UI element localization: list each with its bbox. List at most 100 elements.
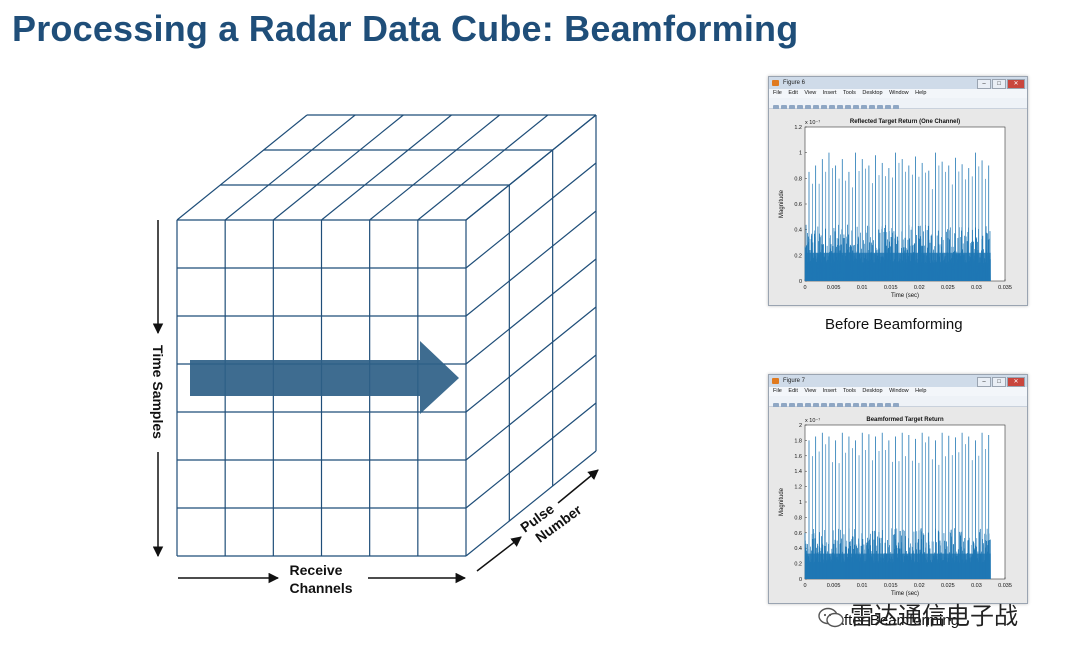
rotate-icon[interactable]	[837, 403, 843, 409]
open-icon[interactable]	[781, 403, 787, 409]
menu-tools[interactable]: Tools	[842, 90, 856, 96]
datacursor-icon[interactable]	[845, 403, 851, 409]
plot-title: Reflected Target Return (One Channel)	[850, 119, 960, 125]
y-tick-label: 0.6	[794, 202, 802, 208]
minimize-button[interactable]: –	[977, 377, 991, 387]
y-tick-label: 0.2	[794, 562, 802, 568]
x-tick-label: 0.03	[971, 285, 982, 291]
top-depth-line	[224, 114, 356, 221]
legend-icon[interactable]	[877, 105, 883, 111]
x-tick-label: 0.01	[857, 285, 868, 291]
menu-help[interactable]: Help	[915, 388, 927, 394]
y-tick-label: 1.2	[794, 485, 802, 491]
watermark-text: 雷达通信电子战	[850, 603, 1018, 630]
hide-tools-icon[interactable]	[885, 403, 891, 409]
exponent-label: x 10⁻⁷	[805, 119, 820, 126]
receive-channels-label-line1: Receive	[290, 562, 343, 578]
zoom-in-icon[interactable]	[813, 403, 819, 409]
pan-icon[interactable]	[829, 403, 835, 409]
y-tick-label: 0.8	[794, 176, 802, 182]
right-depth-line	[465, 306, 597, 413]
print-icon[interactable]	[797, 403, 803, 409]
menu-desktop[interactable]: Desktop	[862, 388, 883, 394]
beamforming-arrow	[190, 341, 459, 414]
figure-window-after: Figure 7 – □ ✕ File Edit View Insert Tools…	[768, 374, 1028, 604]
x-tick-label: 0.005	[827, 285, 841, 291]
menu-window[interactable]: Window	[889, 90, 909, 96]
show-tools-icon[interactable]	[893, 403, 899, 409]
maximize-button[interactable]: □	[992, 79, 1006, 89]
signal-noise-band	[805, 252, 991, 281]
maximize-button[interactable]: □	[992, 377, 1006, 387]
x-tick-label: 0.035	[998, 583, 1012, 589]
open-icon[interactable]	[781, 105, 787, 111]
figure-toolbar	[769, 98, 1027, 111]
link-icon[interactable]	[861, 403, 867, 409]
y-tick-label: 0	[799, 279, 802, 285]
zoom-out-icon[interactable]	[821, 105, 827, 111]
y-tick-label: 1.6	[794, 454, 802, 460]
window-titlebar: Figure 7 – □ ✕	[769, 375, 1027, 387]
pulse-axis-arrow-left	[476, 536, 522, 572]
radar-data-cube-diagram: Time Samples Receive Channels Pulse Numb…	[150, 114, 599, 596]
after-beamforming-plot: Beamformed Target Return x 10⁻⁷ 0 0.2 0.4 0.6…	[769, 407, 1027, 603]
right-depth-line	[465, 162, 597, 269]
x-tick-label: 0.015	[884, 583, 898, 589]
pointer-icon[interactable]	[805, 403, 811, 409]
right-depth-line	[465, 210, 597, 317]
top-depth-line	[369, 114, 501, 221]
zoom-in-icon[interactable]	[813, 105, 819, 111]
menu-file[interactable]: File	[773, 90, 782, 96]
show-tools-icon[interactable]	[893, 105, 899, 111]
plot-area: Reflected Target Return (One Channel) x 1…	[769, 109, 1027, 305]
menu-edit[interactable]: Edit	[788, 90, 798, 96]
menu-view[interactable]: View	[804, 90, 817, 96]
brush-icon[interactable]	[853, 105, 859, 111]
datacursor-icon[interactable]	[845, 105, 851, 111]
menu-tools[interactable]: Tools	[842, 388, 856, 394]
close-button[interactable]: ✕	[1007, 377, 1025, 387]
axis-arrows	[152, 220, 599, 584]
pan-icon[interactable]	[829, 105, 835, 111]
minimize-button[interactable]: –	[977, 79, 991, 89]
figure-window-before: Figure 6 – □ ✕ File Edit View Insert Tools…	[768, 76, 1028, 306]
right-depth-line	[465, 402, 597, 509]
beamforming-direction-arrow	[190, 341, 459, 414]
top-depth-line	[417, 114, 549, 221]
zoom-out-icon[interactable]	[821, 403, 827, 409]
x-tick-label: 0.02	[914, 583, 925, 589]
window-titlebar: Figure 6 – □ ✕	[769, 77, 1027, 89]
close-button[interactable]: ✕	[1007, 79, 1025, 89]
right-depth-line	[465, 114, 597, 221]
y-tick-label: 0.8	[794, 515, 802, 521]
y-tick-label: 1.4	[794, 469, 802, 475]
menu-window[interactable]: Window	[889, 388, 909, 394]
menu-insert[interactable]: Insert	[822, 388, 837, 394]
new-figure-icon[interactable]	[773, 403, 779, 409]
menu-bar: File Edit View Insert Tools Desktop Wind…	[769, 387, 1027, 396]
legend-icon[interactable]	[877, 403, 883, 409]
colorbar-icon[interactable]	[869, 403, 875, 409]
menu-desktop[interactable]: Desktop	[862, 90, 883, 96]
brush-icon[interactable]	[853, 403, 859, 409]
save-icon[interactable]	[789, 105, 795, 111]
menu-help[interactable]: Help	[915, 90, 927, 96]
new-figure-icon[interactable]	[773, 105, 779, 111]
wechat-icon	[818, 607, 844, 629]
pointer-icon[interactable]	[805, 105, 811, 111]
menu-insert[interactable]: Insert	[822, 90, 837, 96]
caption-after: After Beamforming	[834, 612, 960, 629]
colorbar-icon[interactable]	[869, 105, 875, 111]
menu-file[interactable]: File	[773, 388, 782, 394]
y-tick-label: 1.2	[794, 125, 802, 131]
y-tick-label: 0.6	[794, 531, 802, 537]
menu-edit[interactable]: Edit	[788, 388, 798, 394]
print-icon[interactable]	[797, 105, 803, 111]
window-title: Figure 7	[783, 378, 806, 384]
y-tick-label: 0.4	[794, 546, 802, 552]
hide-tools-icon[interactable]	[885, 105, 891, 111]
menu-view[interactable]: View	[804, 388, 817, 394]
rotate-icon[interactable]	[837, 105, 843, 111]
save-icon[interactable]	[789, 403, 795, 409]
link-icon[interactable]	[861, 105, 867, 111]
